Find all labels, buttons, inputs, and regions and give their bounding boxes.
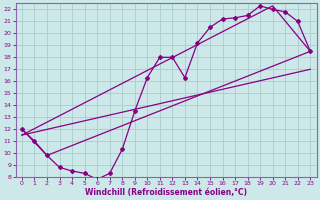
X-axis label: Windchill (Refroidissement éolien,°C): Windchill (Refroidissement éolien,°C)	[85, 188, 247, 197]
